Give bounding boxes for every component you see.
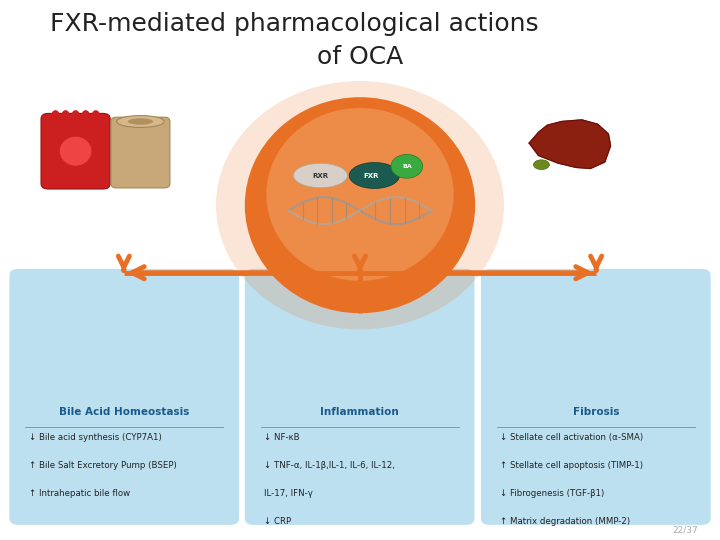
Circle shape — [391, 154, 423, 178]
Ellipse shape — [51, 110, 60, 122]
Text: FXR: FXR — [363, 172, 379, 179]
Text: ↓ Stellate cell activation (α-SMA): ↓ Stellate cell activation (α-SMA) — [500, 433, 644, 442]
Ellipse shape — [349, 163, 400, 188]
Ellipse shape — [294, 163, 347, 187]
Ellipse shape — [71, 110, 80, 122]
Text: ↑ Stellate cell apoptosis (TIMP-1): ↑ Stellate cell apoptosis (TIMP-1) — [500, 461, 644, 470]
Text: Bile Acid Homeostasis: Bile Acid Homeostasis — [59, 407, 189, 417]
FancyBboxPatch shape — [245, 269, 474, 525]
Ellipse shape — [216, 81, 504, 329]
FancyBboxPatch shape — [9, 269, 239, 525]
Text: ↓ NF-κB: ↓ NF-κB — [264, 433, 300, 442]
FancyBboxPatch shape — [41, 113, 110, 189]
Text: of OCA: of OCA — [317, 45, 403, 69]
Ellipse shape — [61, 110, 70, 122]
Text: Inflammation: Inflammation — [320, 407, 399, 417]
Ellipse shape — [117, 116, 164, 127]
Text: ↑ Matrix degradation (MMP-2): ↑ Matrix degradation (MMP-2) — [500, 517, 631, 526]
Text: ↓ Fibrogenesis (TGF-β1): ↓ Fibrogenesis (TGF-β1) — [500, 489, 605, 498]
FancyBboxPatch shape — [481, 269, 711, 525]
Text: ↑ Bile Salt Excretory Pump (BSEP): ↑ Bile Salt Excretory Pump (BSEP) — [29, 461, 176, 470]
Text: 22/37: 22/37 — [672, 525, 698, 535]
FancyBboxPatch shape — [111, 117, 170, 188]
Ellipse shape — [81, 110, 90, 122]
Ellipse shape — [534, 160, 549, 170]
Ellipse shape — [59, 136, 92, 166]
Text: ↑ Intrahepatic bile flow: ↑ Intrahepatic bile flow — [29, 489, 130, 498]
Text: RXR: RXR — [312, 172, 328, 179]
Text: ↓ Bile acid synthesis (CYP7A1): ↓ Bile acid synthesis (CYP7A1) — [29, 433, 161, 442]
Ellipse shape — [245, 97, 475, 313]
Polygon shape — [529, 120, 611, 168]
Ellipse shape — [128, 118, 153, 125]
Text: BA: BA — [402, 164, 412, 169]
Ellipse shape — [91, 110, 100, 122]
Text: IL-17, IFN-γ: IL-17, IFN-γ — [264, 489, 313, 498]
Text: ↓ TNF-α, IL-1β,IL-1, IL-6, IL-12,: ↓ TNF-α, IL-1β,IL-1, IL-6, IL-12, — [264, 461, 395, 470]
Text: Fibrosis: Fibrosis — [572, 407, 619, 417]
Ellipse shape — [266, 108, 454, 281]
Text: ↓ CRP: ↓ CRP — [264, 517, 292, 526]
Text: FXR-mediated pharmacological actions: FXR-mediated pharmacological actions — [50, 12, 539, 36]
